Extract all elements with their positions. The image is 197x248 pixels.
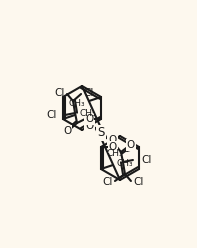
Text: Cl: Cl: [133, 177, 143, 187]
Text: O: O: [85, 114, 93, 124]
Text: CH₃: CH₃: [80, 110, 97, 119]
Text: Cl: Cl: [83, 88, 93, 98]
Text: CH₃: CH₃: [117, 159, 134, 168]
Text: CH₃: CH₃: [68, 98, 85, 107]
Text: Cl: Cl: [47, 110, 57, 120]
Text: O: O: [127, 140, 135, 150]
Text: O: O: [85, 121, 94, 131]
Text: Cl: Cl: [141, 155, 151, 165]
Text: CH₃: CH₃: [106, 149, 123, 157]
Text: O: O: [109, 135, 117, 145]
Text: Cl: Cl: [55, 88, 65, 98]
Text: S: S: [97, 126, 105, 139]
Text: O: O: [109, 142, 117, 152]
Text: Cl: Cl: [103, 177, 113, 187]
Text: O: O: [63, 126, 71, 136]
